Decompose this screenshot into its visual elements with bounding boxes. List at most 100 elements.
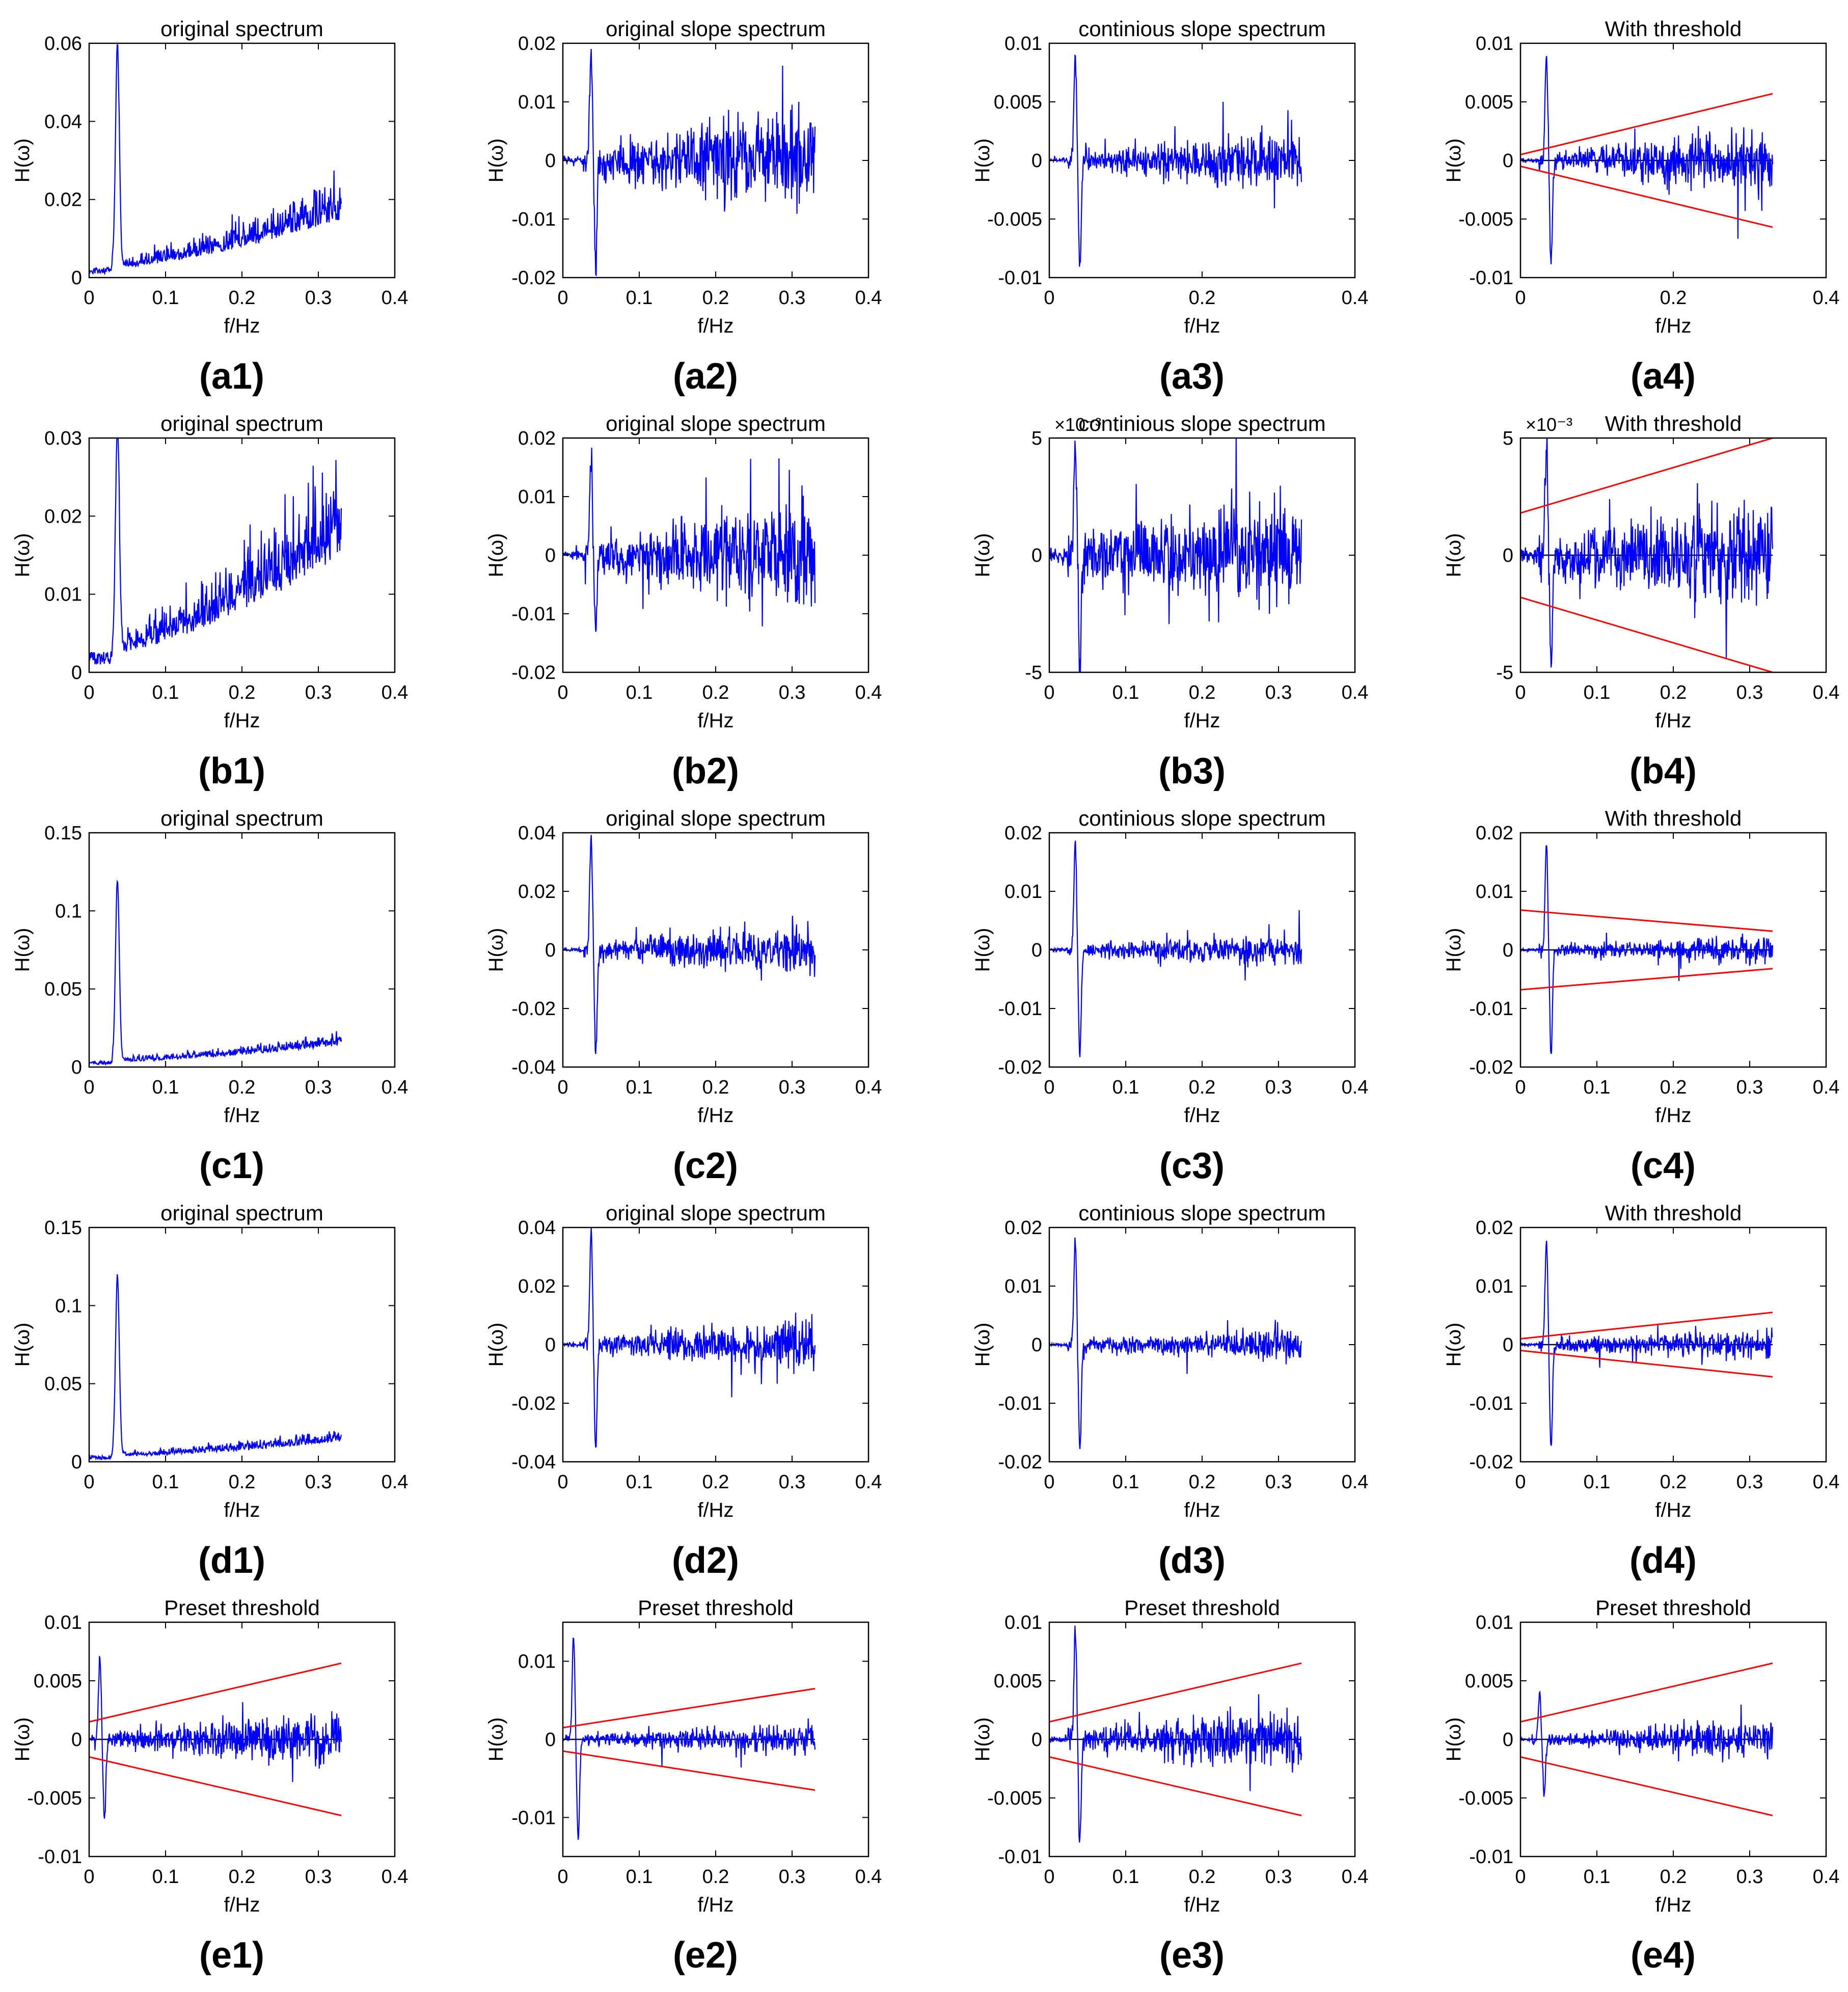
plot-area xyxy=(89,438,342,665)
threshold-lower-line xyxy=(563,1750,816,1791)
y-tick-label: 0.04 xyxy=(518,1217,556,1239)
axes-box xyxy=(88,1226,396,1463)
y-axis-label: H(ω) xyxy=(1443,139,1465,183)
x-tick-label: 0.2 xyxy=(1660,1471,1687,1493)
chart-panel-e4: Preset threshold 0 0.1 0.2 0.3 0.4 -0.01 -0.005… xyxy=(1443,1596,1839,1976)
y-tick-label: 0.02 xyxy=(518,1276,556,1297)
x-tick-label: 0 xyxy=(1044,1866,1054,1888)
panel-label: (b2) xyxy=(672,751,739,792)
y-tick-label: 0 xyxy=(71,1057,82,1078)
chart-title: continious slope spectrum xyxy=(1078,17,1326,41)
chart-panel-a3: continious slope spectrum 0 0.2 0.4 -0.01 -0.… xyxy=(971,17,1368,397)
x-tick-label: 0.4 xyxy=(382,1077,409,1098)
y-axis-label: H(ω) xyxy=(1443,533,1465,578)
x-tick-label: 0.1 xyxy=(152,682,179,703)
x-tick-label: 0.4 xyxy=(382,682,409,703)
plot-area xyxy=(89,879,342,1066)
y-tick-label: 0 xyxy=(1031,545,1042,566)
x-tick-label: 0.2 xyxy=(1660,682,1687,703)
x-axis-label: f/Hz xyxy=(1655,1104,1691,1127)
x-tick-label: 0.1 xyxy=(1112,1471,1139,1493)
y-tick-label: -0.005 xyxy=(27,1788,82,1809)
x-tick-label: 0.1 xyxy=(626,1471,653,1493)
y-axis-label: H(ω) xyxy=(11,1717,34,1762)
x-tick-label: 0.1 xyxy=(1584,682,1611,703)
chart-title: original slope spectrum xyxy=(606,17,826,41)
x-tick-label: 0.1 xyxy=(152,1471,179,1493)
y-axis-label: H(ω) xyxy=(971,928,994,972)
chart-title: original spectrum xyxy=(160,806,323,830)
y-tick-label: -0.01 xyxy=(998,267,1042,289)
x-axis-label: f/Hz xyxy=(697,1894,733,1916)
x-tick-label: 0.2 xyxy=(1189,287,1216,309)
x-tick-label: 0.1 xyxy=(1112,1866,1139,1888)
x-tick-label: 0.3 xyxy=(779,1866,806,1888)
x-tick-label: 0 xyxy=(557,287,568,309)
x-tick-label: 0.1 xyxy=(1584,1866,1611,1888)
y-tick-label: -0.01 xyxy=(998,998,1042,1020)
y-tick-label: 0 xyxy=(1031,940,1042,961)
y-tick-label: 0.06 xyxy=(44,33,82,54)
plot-area xyxy=(89,44,342,276)
x-tick-label: 0.1 xyxy=(626,287,653,309)
chart-panel-a2: original slope spectrum 0 0.1 0.2 0.3 0.4 -0.0… xyxy=(485,17,882,397)
x-tick-label: 0.2 xyxy=(1189,682,1216,703)
y-tick-label: -0.02 xyxy=(1469,1452,1513,1473)
series-line-slope xyxy=(563,49,816,277)
y-tick-label: 0 xyxy=(71,1452,82,1473)
series-line-spectrum xyxy=(89,44,342,276)
y-tick-label: 0.005 xyxy=(1465,92,1513,113)
series-line-slope xyxy=(1049,54,1302,267)
y-axis-label: H(ω) xyxy=(971,1717,994,1762)
plot-area xyxy=(563,1637,816,1840)
y-axis-label: H(ω) xyxy=(485,533,507,578)
y-tick-label: 0.01 xyxy=(518,92,556,113)
x-tick-label: 0.1 xyxy=(1112,682,1139,703)
x-tick-label: 0 xyxy=(1044,287,1054,309)
x-tick-label: 0.4 xyxy=(855,1077,882,1098)
threshold-upper-line xyxy=(1049,1662,1302,1723)
y-tick-label: 0 xyxy=(1503,150,1513,172)
y-tick-label: 0 xyxy=(1503,1729,1513,1751)
y-tick-label: 0 xyxy=(1503,1334,1513,1356)
x-tick-label: 0.1 xyxy=(626,1866,653,1888)
y-tick-label: -0.01 xyxy=(511,209,556,230)
threshold-upper-line xyxy=(563,1687,816,1729)
y-tick-label: 0.02 xyxy=(44,189,82,211)
series-line-spectrum xyxy=(89,438,342,665)
x-tick-label: 0 xyxy=(557,1471,568,1493)
panel-label: (b1) xyxy=(198,751,265,792)
y-tick-label: 0.02 xyxy=(1004,1217,1042,1239)
plot-area xyxy=(1049,54,1302,267)
y-tick-label: 0.04 xyxy=(44,111,82,132)
threshold-lower-line xyxy=(1520,166,1773,228)
y-tick-label: -0.02 xyxy=(511,998,556,1020)
y-tick-label: 5 xyxy=(1031,428,1042,449)
y-tick-label: 0.02 xyxy=(1004,823,1042,844)
x-tick-label: 0 xyxy=(1515,682,1526,703)
x-tick-label: 0.1 xyxy=(152,1866,179,1888)
series-line-slope xyxy=(1520,438,1774,668)
panel-label: (d2) xyxy=(672,1540,739,1581)
series-line-slope xyxy=(563,835,816,1054)
x-tick-label: 0.2 xyxy=(1189,1471,1216,1493)
x-tick-label: 0.3 xyxy=(1265,682,1292,703)
y-tick-label: 0.05 xyxy=(44,1374,82,1395)
series-line-slope xyxy=(563,1637,816,1840)
y-tick-label: 0 xyxy=(1031,1729,1042,1751)
x-tick-label: 0.3 xyxy=(1265,1471,1292,1493)
y-tick-label: -0.005 xyxy=(987,209,1042,230)
x-tick-label: 0 xyxy=(1515,1471,1526,1493)
x-tick-label: 0.4 xyxy=(1813,287,1840,309)
y-tick-label: 5 xyxy=(1503,428,1513,449)
chart-title: With threshold xyxy=(1605,1201,1742,1225)
panel-label: (d4) xyxy=(1629,1540,1697,1581)
chart-title: original slope spectrum xyxy=(606,806,826,830)
series-line-slope xyxy=(1049,438,1302,672)
y-tick-label: 0.005 xyxy=(994,92,1042,113)
axis-exponent: ×10⁻³ xyxy=(1526,414,1572,435)
x-tick-label: 0.2 xyxy=(1660,287,1687,309)
y-tick-label: -0.005 xyxy=(1458,1788,1513,1809)
y-tick-label: 0.005 xyxy=(34,1671,82,1692)
x-axis-label: f/Hz xyxy=(1184,1894,1220,1916)
